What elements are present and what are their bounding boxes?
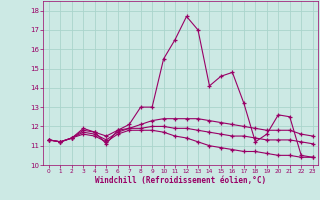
X-axis label: Windchill (Refroidissement éolien,°C): Windchill (Refroidissement éolien,°C)	[95, 176, 266, 185]
